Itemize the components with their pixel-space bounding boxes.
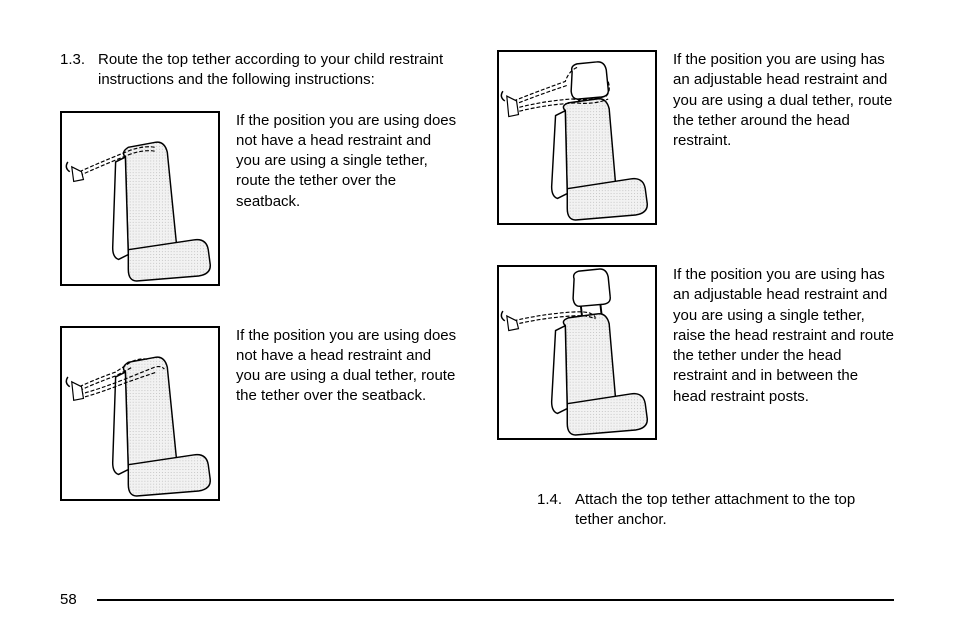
caption-2: If the position you are using does not h…: [236, 326, 457, 407]
seat-diagram-dual-around-headrest: [497, 50, 657, 225]
step-number: 1.4.: [537, 490, 575, 531]
figure-block-3: If the position you are using has an adj…: [497, 50, 894, 225]
right-column: If the position you are using has an adj…: [497, 50, 894, 570]
seat-diagram-single-under-headrest: [497, 265, 657, 440]
page-number: 58: [60, 591, 77, 608]
caption-1: If the position you are using does not h…: [236, 111, 457, 212]
step-1-4: 1.4. Attach the top tether attachment to…: [537, 490, 894, 531]
figure-block-1: If the position you are using does not h…: [60, 111, 457, 286]
left-column: 1.3. Route the top tether according to y…: [60, 50, 457, 570]
figure-block-4: If the position you are using has an adj…: [497, 265, 894, 440]
seat-diagram-dual-no-headrest: [60, 326, 220, 501]
step-1-3: 1.3. Route the top tether according to y…: [60, 50, 457, 91]
step-text: Attach the top tether attachment to the …: [575, 490, 894, 531]
footer-rule: [97, 599, 894, 601]
caption-4: If the position you are using has an adj…: [673, 265, 894, 407]
content-area: 1.3. Route the top tether according to y…: [60, 50, 894, 570]
seat-diagram-single-no-headrest: [60, 111, 220, 286]
page-footer: 58: [60, 591, 894, 608]
step-number: 1.3.: [60, 50, 98, 91]
caption-3: If the position you are using has an adj…: [673, 50, 894, 151]
step-text: Route the top tether according to your c…: [98, 50, 457, 91]
figure-block-2: If the position you are using does not h…: [60, 326, 457, 501]
